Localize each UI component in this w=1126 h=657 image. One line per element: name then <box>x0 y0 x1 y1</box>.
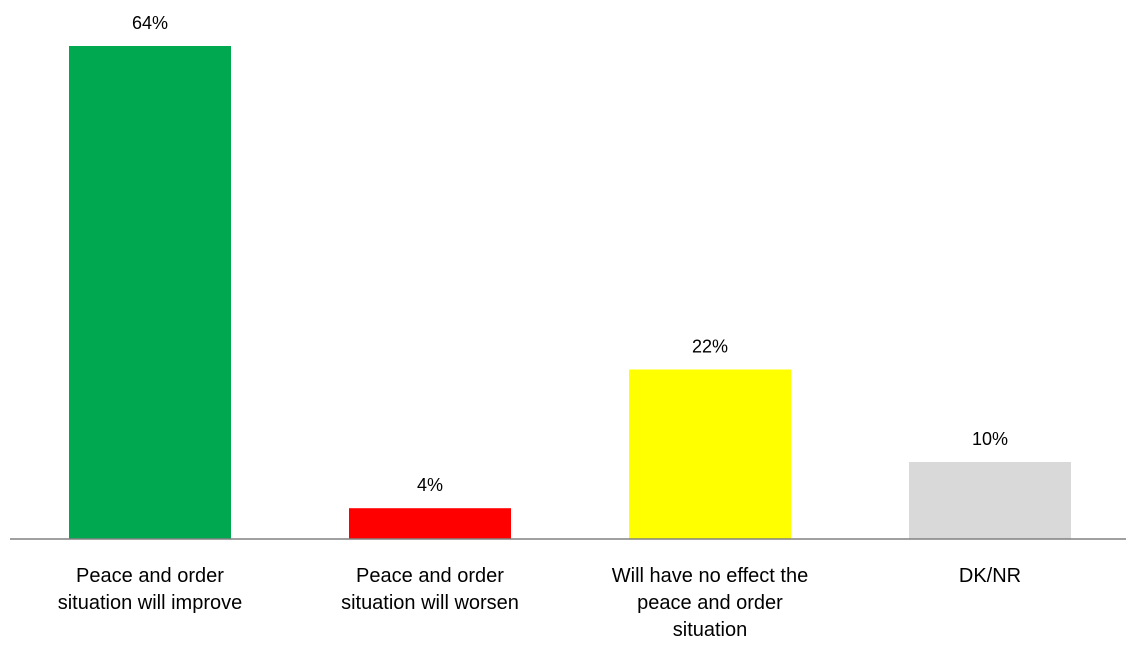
value-label-3: 22% <box>692 337 728 357</box>
category-label-2: Peace and order situation will worsen <box>341 565 519 614</box>
category-label-4: DK/NR <box>958 565 1022 587</box>
value-label-2: 4% <box>417 475 443 495</box>
bar-3 <box>629 369 791 539</box>
value-label-1: 64% <box>132 13 168 33</box>
bar-2 <box>349 508 511 539</box>
category-label-3: Will have no effect the peace and order … <box>611 565 809 641</box>
bar-4 <box>909 462 1071 539</box>
bars-group <box>69 46 1071 539</box>
bar-1 <box>69 46 231 539</box>
value-label-4: 10% <box>972 429 1008 449</box>
category-label-1: Peace and order situation will improve <box>57 565 243 614</box>
value-labels-group: 64% 4% 22% 10% <box>132 13 1008 495</box>
